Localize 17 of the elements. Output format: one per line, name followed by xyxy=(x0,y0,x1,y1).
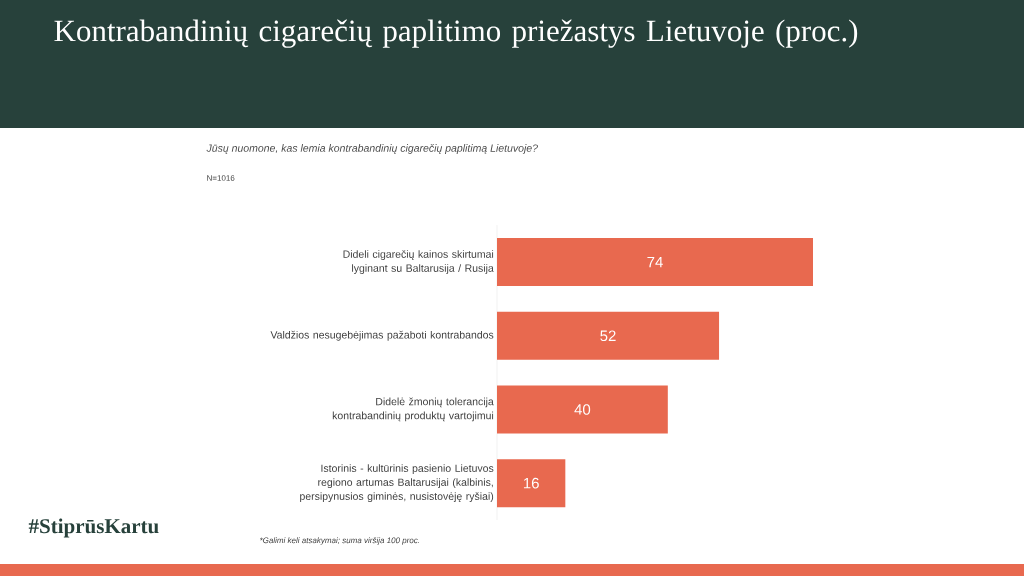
y-tick-label: Valdžios nesugebėjimas pažaboti kontrabandos xyxy=(270,330,494,341)
text: Jūsų nuomone, kas lemia kontrabandinių cigarečių paplitimą Lietuvoje? xyxy=(206,144,538,154)
data-label: 74 xyxy=(647,256,663,268)
y-tick-label: Dideli cigarečių kainos skirtumai lyginant su Baltarusija / Rusija xyxy=(343,250,494,274)
data-label: 16 xyxy=(523,477,539,489)
text: #StiprūsKartu xyxy=(28,518,159,538)
bar xyxy=(497,459,566,508)
bar xyxy=(497,238,813,287)
bar xyxy=(497,311,720,360)
y-tick-label: Didelė žmonių tolerancija kontrabandinių produktų vartojimui xyxy=(332,397,494,422)
y-tick-label: Istorinis - kultūrinis pasienio Lietuvos regiono artumas Baltarusijai (kalbinis, persipynusios giminės, nusistovėję ryšiai) xyxy=(300,464,494,503)
chart-title: Kontrabandinių cigarečių paplitimo priežastys Lietuvoje (proc.) xyxy=(54,19,858,48)
data-label: 40 xyxy=(574,404,591,415)
bar xyxy=(497,385,668,434)
data-label: 52 xyxy=(600,330,616,342)
text: *Galimi keli atsakymai; suma viršija 100 proc. xyxy=(260,537,420,545)
text: N=1016 xyxy=(207,175,235,181)
